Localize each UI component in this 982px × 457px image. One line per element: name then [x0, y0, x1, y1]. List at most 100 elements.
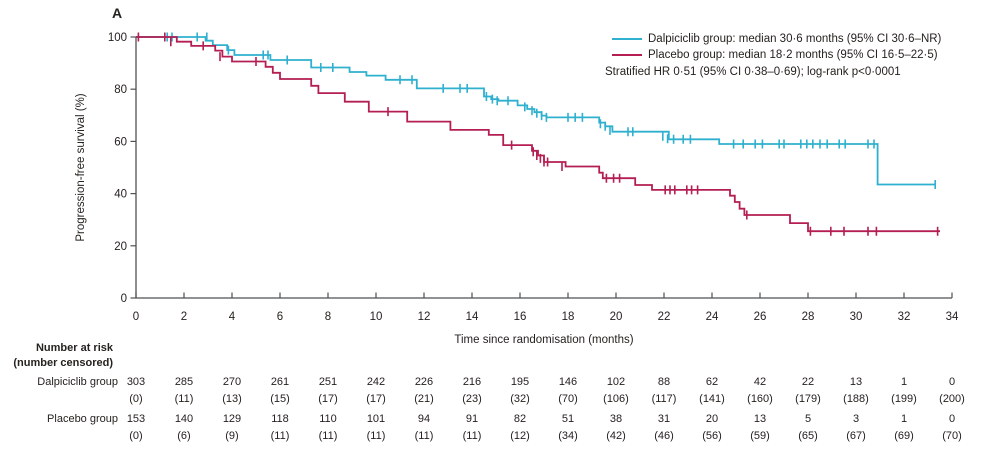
at-risk-count: 195: [510, 376, 530, 388]
censored-count: (6): [177, 429, 191, 442]
placebo-censor-marks: [137, 32, 939, 236]
censored-count: (21): [414, 392, 434, 405]
y-tick-label: 40: [114, 189, 127, 201]
at-risk-count: 5: [804, 413, 812, 425]
y-tick-label: 20: [114, 241, 127, 253]
at-risk-count: 94: [417, 413, 431, 425]
x-tick-label: 12: [418, 311, 431, 323]
censored-count: (70): [942, 429, 962, 442]
legend-note: Stratified HR 0·51 (95% CI 0·38–0·69); l…: [605, 65, 901, 78]
x-tick-label: 0: [133, 311, 139, 323]
censored-count: (199): [891, 392, 917, 405]
y-axis-title: Progression-free survival (%): [75, 93, 87, 241]
censored-count: (11): [318, 429, 338, 442]
censored-count: (23): [462, 392, 482, 405]
legend-items: Dalpiciclib group: median 30·6 months (9…: [605, 31, 941, 64]
at-risk-count: 251: [318, 376, 338, 388]
censored-count: (160): [747, 392, 773, 405]
x-tick-label: 28: [802, 311, 815, 323]
censored-count: (34): [558, 429, 578, 442]
legend-item: Placebo group: median 18·2 months (95% C…: [605, 47, 941, 63]
risk-row-label: Placebo group: [47, 413, 118, 425]
at-risk-count: 91: [465, 413, 479, 425]
x-tick-label: 18: [562, 311, 575, 323]
at-risk-count: 110: [319, 413, 337, 425]
x-axis-title: Time since randomisation (months): [454, 334, 633, 346]
legend: Dalpiciclib group: median 30·6 months (9…: [605, 31, 941, 80]
at-risk-count: 242: [366, 376, 386, 388]
x-tick-label: 16: [514, 311, 527, 323]
censored-count: (0): [129, 392, 143, 405]
x-tick-label: 4: [229, 311, 236, 323]
censored-count: (70): [558, 392, 578, 405]
censored-count: (65): [798, 429, 818, 442]
x-tick-label: 34: [946, 311, 959, 323]
censored-count: (117): [651, 392, 677, 405]
dalpiciclib-line-swatch: [612, 38, 642, 41]
at-risk-count: 285: [174, 376, 194, 388]
y-tick-label: 60: [114, 136, 127, 148]
x-tick-label: 22: [658, 311, 671, 323]
at-risk-count: 216: [462, 376, 482, 388]
censored-count: (11): [270, 429, 290, 442]
censored-count: (179): [795, 392, 821, 405]
at-risk-count: 153: [126, 413, 146, 425]
at-risk-count: 129: [222, 413, 242, 425]
at-risk-count: 226: [414, 376, 434, 388]
legend-item-label: Dalpiciclib group: median 30·6 months (9…: [648, 33, 942, 46]
at-risk-count: 62: [705, 376, 719, 388]
at-risk-count: 1: [900, 376, 908, 388]
at-risk-count: 3: [852, 413, 860, 425]
censored-count: (59): [750, 429, 770, 442]
censored-count: (106): [603, 392, 629, 405]
at-risk-count: 303: [126, 376, 146, 388]
at-risk-count: 0: [948, 376, 956, 388]
at-risk-count: 0: [948, 413, 956, 425]
x-tick-label: 32: [898, 311, 911, 323]
risk-row-label: Dalpiciclib group: [37, 376, 118, 388]
at-risk-count: 146: [558, 376, 578, 388]
x-tick-label: 10: [370, 311, 383, 323]
x-tick-label: 24: [706, 311, 719, 323]
at-risk-count: 13: [753, 413, 767, 425]
at-risk-count: 22: [801, 376, 815, 388]
at-risk-count: 88: [657, 376, 671, 388]
censored-count: (32): [510, 392, 530, 405]
risk-table-header-line1: Number at risk: [35, 342, 113, 354]
at-risk-count: 101: [366, 413, 386, 425]
at-risk-count: 1: [900, 413, 908, 425]
at-risk-count: 31: [657, 413, 671, 425]
at-risk-count: 270: [222, 376, 242, 388]
censored-count: (42): [606, 429, 626, 442]
censored-count: (56): [702, 429, 722, 442]
at-risk-count: 20: [705, 413, 719, 425]
y-tick-label: 100: [108, 32, 127, 44]
x-tick-label: 6: [277, 311, 283, 323]
x-tick-label: 8: [325, 311, 331, 323]
at-risk-count: 82: [513, 413, 527, 425]
at-risk-count: 140: [174, 413, 194, 425]
at-risk-count: 102: [606, 376, 626, 388]
at-risk-count: 261: [270, 376, 290, 388]
x-tick-label: 14: [466, 311, 479, 323]
y-tick-label: 0: [121, 293, 127, 305]
censored-count: (69): [894, 429, 914, 442]
at-risk-count: 38: [609, 413, 623, 425]
x-tick-label: 20: [610, 311, 623, 323]
at-risk-count: 13: [849, 376, 863, 388]
x-tick-label: 2: [181, 311, 187, 323]
censored-count: (200): [939, 392, 965, 405]
censored-count: (17): [366, 392, 386, 405]
censored-count: (11): [174, 392, 194, 405]
censored-count: (15): [270, 392, 290, 405]
censored-count: (188): [843, 392, 869, 405]
censored-count: (11): [462, 429, 482, 442]
placebo-curve: [136, 36, 940, 233]
censored-count: (0): [129, 429, 143, 442]
x-tick-label: 30: [850, 311, 863, 323]
at-risk-count: 51: [561, 413, 575, 425]
x-tick-label: 26: [754, 311, 767, 323]
